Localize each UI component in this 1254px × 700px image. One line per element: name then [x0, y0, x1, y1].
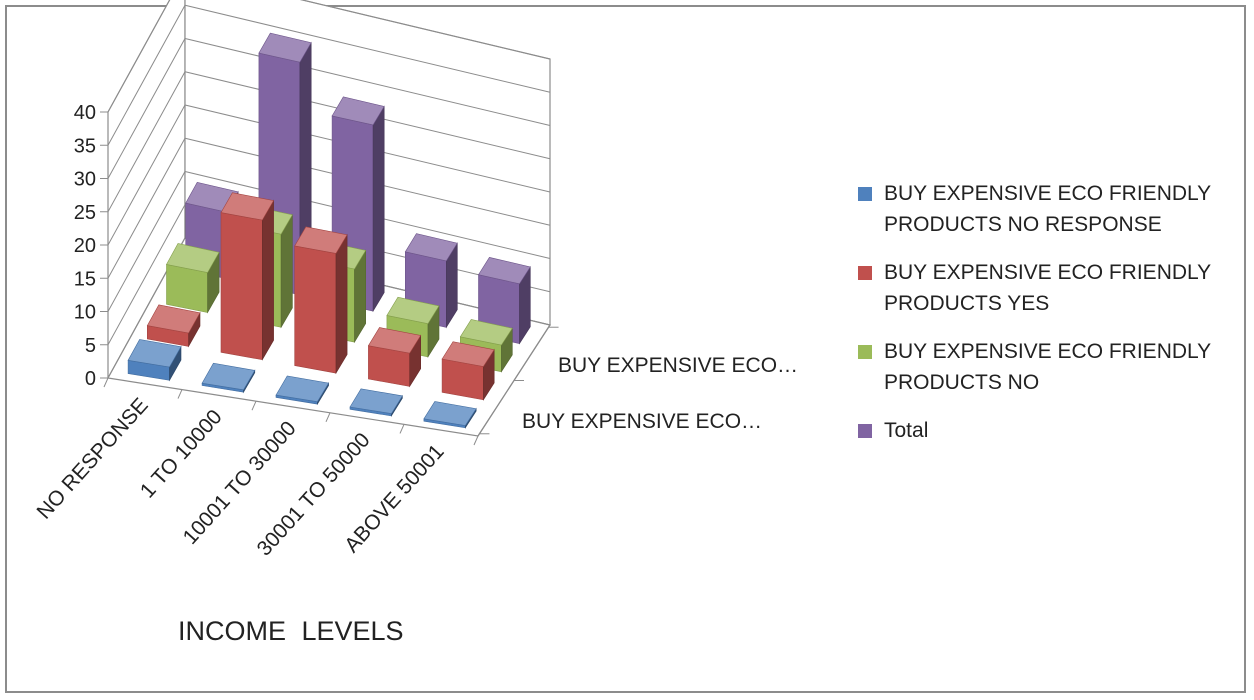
gridline — [107, 4, 551, 146]
gridline — [107, 71, 551, 212]
bar-top-face — [386, 296, 440, 325]
legend-swatch-2 — [858, 266, 872, 280]
chart-legend: BUY EXPENSIVE ECO FRIENDLY PRODUCTS NO R… — [858, 178, 1238, 463]
bar — [275, 375, 330, 406]
bar-top-face — [166, 243, 220, 273]
bar — [441, 341, 495, 401]
y-tick-label: 35 — [74, 135, 96, 157]
bar-top-face — [294, 226, 348, 254]
bar-top-face — [478, 257, 531, 285]
bar-top-face — [331, 96, 385, 126]
gridline — [107, 0, 551, 113]
y-tick-label: 15 — [74, 268, 96, 290]
bar — [423, 401, 477, 429]
bar-side-face — [372, 105, 385, 313]
bar — [367, 327, 422, 388]
x-tick-mark — [473, 435, 479, 446]
legend-item-4: Total — [858, 415, 1238, 446]
y-tick-label: 0 — [85, 368, 96, 390]
legend-label-1: BUY EXPENSIVE ECO FRIENDLY PRODUCTS NO R… — [884, 182, 1211, 236]
depth-axis: BUY EXPENSIVE ECO… BUY EXPENSIVE ECO… — [477, 324, 798, 437]
bar — [127, 339, 182, 382]
x-tick-label: 1 TO 10000 — [136, 405, 227, 502]
gridline — [107, 137, 551, 279]
bar-top-face — [201, 362, 256, 391]
x-tick-mark — [251, 400, 257, 411]
x-tick-label: NO RESPONSE — [33, 394, 153, 524]
y-tick-label: 5 — [85, 335, 96, 357]
legend-swatch-4 — [858, 424, 872, 438]
bar — [166, 243, 220, 314]
gridline — [107, 170, 551, 312]
bar-side-face — [261, 199, 274, 361]
bar-top-face — [185, 181, 239, 213]
bar — [201, 362, 256, 394]
y-tick-labels: 0 5 10 15 20 25 30 35 40 — [74, 102, 96, 390]
gridline — [107, 37, 551, 179]
bar-top-face — [367, 327, 422, 354]
x-tick-mark — [103, 377, 109, 388]
bar — [294, 226, 348, 375]
x-tick-mark — [399, 424, 405, 434]
legend-label-2: BUY EXPENSIVE ECO FRIENDLY PRODUCTS YES — [884, 261, 1211, 315]
legend-item-2: BUY EXPENSIVE ECO FRIENDLY PRODUCTS YES — [858, 257, 1238, 319]
bar-front-face — [220, 212, 263, 361]
bar-top-face — [404, 233, 458, 262]
y-tick-label: 40 — [74, 102, 96, 124]
y-tick-label: 20 — [74, 235, 96, 257]
bar-top-face — [127, 339, 182, 368]
bar-front-face — [294, 245, 337, 374]
bar-top-face — [220, 192, 275, 221]
depth-label: BUY EXPENSIVE ECO… — [558, 354, 798, 377]
chart-bars — [127, 32, 531, 429]
bar-top-face — [459, 319, 513, 346]
gridline — [107, 104, 551, 246]
legend-swatch-1 — [858, 187, 872, 201]
bar-side-face — [335, 233, 348, 375]
y-tick-label: 25 — [74, 202, 96, 224]
legend-swatch-3 — [858, 345, 872, 359]
bar-top-face — [258, 32, 312, 63]
x-axis-title: INCOME LEVELS — [178, 616, 404, 646]
y-tick-label: 10 — [74, 302, 96, 324]
bar-top-face — [146, 304, 201, 334]
bar — [146, 304, 201, 348]
bar — [349, 388, 403, 417]
y-tick-label: 30 — [74, 169, 96, 191]
legend-label-4: Total — [884, 419, 929, 442]
bar-top-face — [349, 388, 403, 414]
bar-top-face — [441, 341, 495, 367]
legend-item-1: BUY EXPENSIVE ECO FRIENDLY PRODUCTS NO R… — [858, 178, 1238, 240]
bar-top-face — [423, 401, 477, 426]
legend-label-3: BUY EXPENSIVE ECO FRIENDLY PRODUCTS NO — [884, 340, 1211, 394]
x-tick-mark — [325, 412, 331, 423]
bar-top-face — [275, 375, 330, 403]
x-tick-mark — [177, 389, 183, 399]
legend-item-3: BUY EXPENSIVE ECO FRIENDLY PRODUCTS NO — [858, 336, 1238, 398]
chart-gridlines — [100, 0, 551, 379]
depth-label: BUY EXPENSIVE ECO… — [522, 410, 762, 433]
bar — [220, 192, 275, 361]
